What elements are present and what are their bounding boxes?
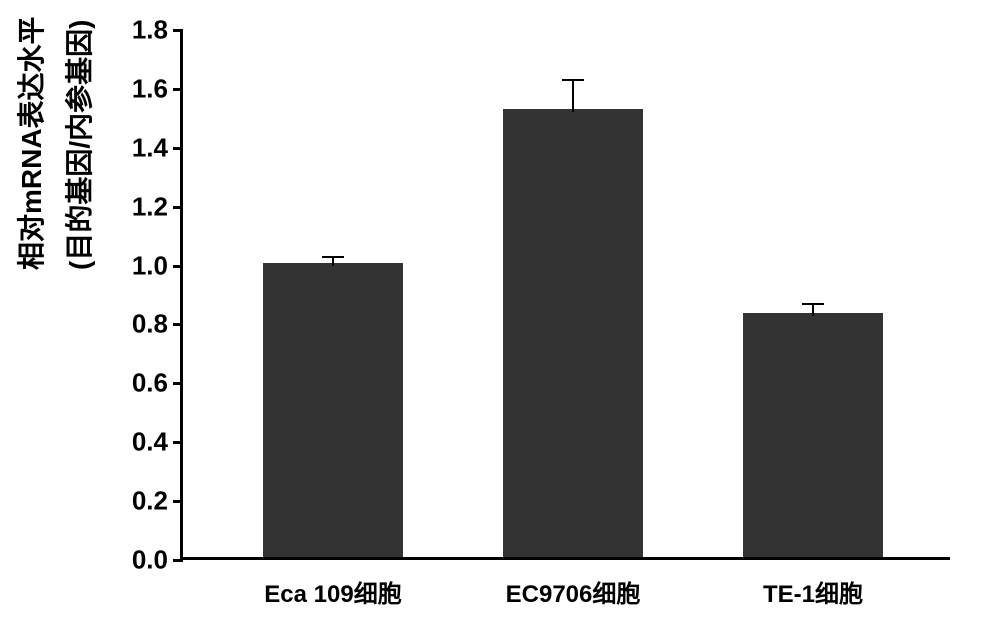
y-tick: [173, 88, 183, 91]
y-tick: [173, 382, 183, 385]
y-tick-label: 0.6: [113, 368, 168, 399]
bar: [503, 109, 643, 557]
error-bar: [572, 80, 574, 112]
y-tick: [173, 206, 183, 209]
y-tick-label: 1.0: [113, 250, 168, 281]
error-cap: [562, 79, 584, 81]
y-tick-label: 1.2: [113, 191, 168, 222]
y-tick-label: 0.2: [113, 486, 168, 517]
y-tick-label: 1.8: [113, 15, 168, 46]
y-tick-label: 1.6: [113, 73, 168, 104]
y-axis-label-line1: 相对mRNA表达水平: [10, 16, 50, 270]
chart-container: 相对mRNA表达水平 (目的基因/内参基因) 0.00.20.40.60.81.…: [0, 0, 1000, 634]
y-tick: [173, 29, 183, 32]
plot-area: 0.00.20.40.60.81.01.21.41.61.8Eca 109细胞E…: [180, 30, 950, 560]
error-bar: [812, 304, 814, 316]
y-tick-label: 0.4: [113, 427, 168, 458]
error-cap: [322, 256, 344, 258]
y-tick: [173, 441, 183, 444]
x-axis-category-label: EC9706细胞: [506, 574, 641, 609]
error-bar: [332, 257, 334, 266]
y-tick: [173, 500, 183, 503]
y-tick: [173, 559, 183, 562]
error-cap: [802, 303, 824, 305]
y-tick: [173, 265, 183, 268]
y-axis-label-line2: (目的基因/内参基因): [58, 20, 98, 270]
bar: [743, 313, 883, 557]
x-axis-category-label: Eca 109细胞: [264, 574, 401, 609]
y-tick-label: 0.0: [113, 545, 168, 576]
y-tick-label: 1.4: [113, 132, 168, 163]
bar: [263, 263, 403, 557]
y-tick: [173, 147, 183, 150]
x-axis-category-label: TE-1细胞: [763, 574, 863, 609]
y-tick: [173, 323, 183, 326]
y-tick-label: 0.8: [113, 309, 168, 340]
